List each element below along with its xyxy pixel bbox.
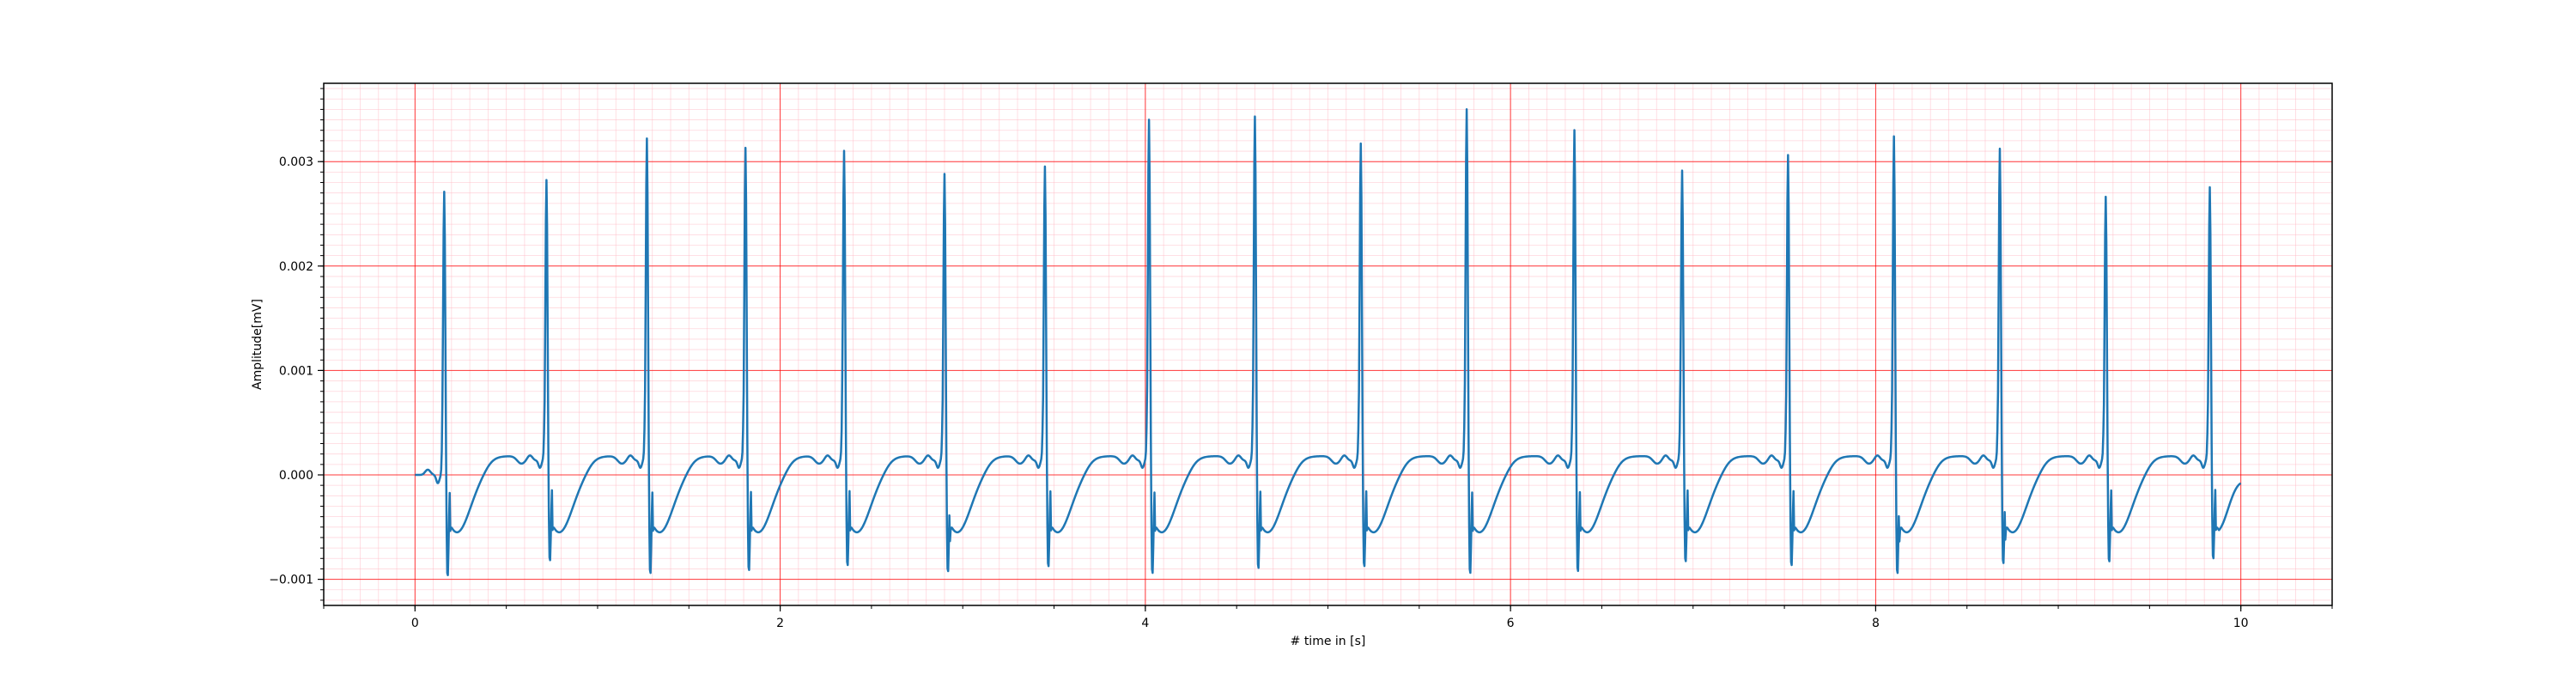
x-tick-label: 4 [1141,617,1149,630]
x-tick-label: 8 [1872,617,1880,630]
y-tick-label: 0.001 [279,364,313,378]
x-tick-label: 0 [411,617,419,630]
x-axis-label: # time in [s] [1291,635,1366,648]
x-tick-label: 6 [1507,617,1515,630]
y-tick-label: 0.000 [279,469,313,483]
y-axis-label: Amplitude[mV] [251,299,264,390]
ecg-signal-line [414,107,2242,576]
x-tick-label: 10 [2233,617,2249,630]
y-tick-label: −0.001 [269,574,313,587]
major-grid [324,83,2332,605]
y-tick-label: 0.002 [279,260,313,274]
axis-ticks: 0 2 4 6 8 10 −0.001 0.000 0.001 0.002 0.003 [269,88,2333,630]
y-tick-label: 0.003 [279,155,313,169]
x-tick-label: 2 [776,617,784,630]
